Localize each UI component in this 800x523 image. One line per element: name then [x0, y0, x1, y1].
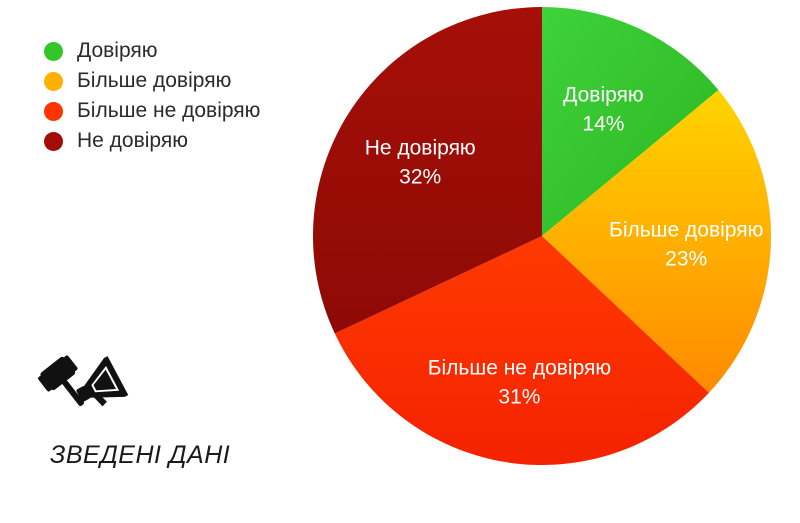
legend-item-distrust: Не довіряю — [44, 126, 260, 156]
legend-item-rather-trust: Більше довіряю — [44, 66, 260, 96]
slice-value-label-distrust: 32% — [399, 166, 441, 189]
legend-label-rather-distrust: Більше не довіряю — [77, 99, 261, 122]
pie-slice-trust — [542, 7, 719, 236]
slice-name-label-rather-trust: Більше довіряю — [609, 219, 763, 242]
pie-slice-rather-distrust — [334, 236, 709, 466]
legend-marker-distrust — [44, 131, 63, 151]
pie-slice-rather-trust — [542, 90, 771, 393]
legend-marker-rather-trust — [44, 71, 63, 91]
slice-name-label-rather-distrust: Більше не довіряю — [428, 356, 611, 379]
slice-name-label-distrust: Не довіряю — [365, 137, 476, 160]
legend-marker-rather-distrust — [44, 101, 63, 121]
slice-name-label-trust: Довіряю — [563, 83, 644, 106]
gavel-megaphone-icon — [36, 348, 132, 417]
legend-label-distrust: Не довіряю — [77, 129, 188, 152]
slice-value-label-rather-trust: 23% — [665, 248, 707, 271]
legend-item-trust: Довіряю — [44, 36, 260, 66]
legend-item-rather-distrust: Більше не довіряю — [44, 96, 260, 126]
brand-caption: ЗВЕДЕНІ ДАНІ — [50, 441, 231, 469]
pie-slice-distrust — [312, 7, 542, 334]
chart-legend: Довіряю Більше довіряю Більше не довіряю… — [44, 36, 260, 156]
slice-value-label-trust: 14% — [582, 112, 624, 135]
legend-label-trust: Довіряю — [77, 39, 158, 62]
legend-marker-trust — [44, 41, 63, 61]
slice-value-label-rather-distrust: 31% — [498, 385, 540, 408]
legend-label-rather-trust: Більше довіряю — [77, 69, 232, 92]
